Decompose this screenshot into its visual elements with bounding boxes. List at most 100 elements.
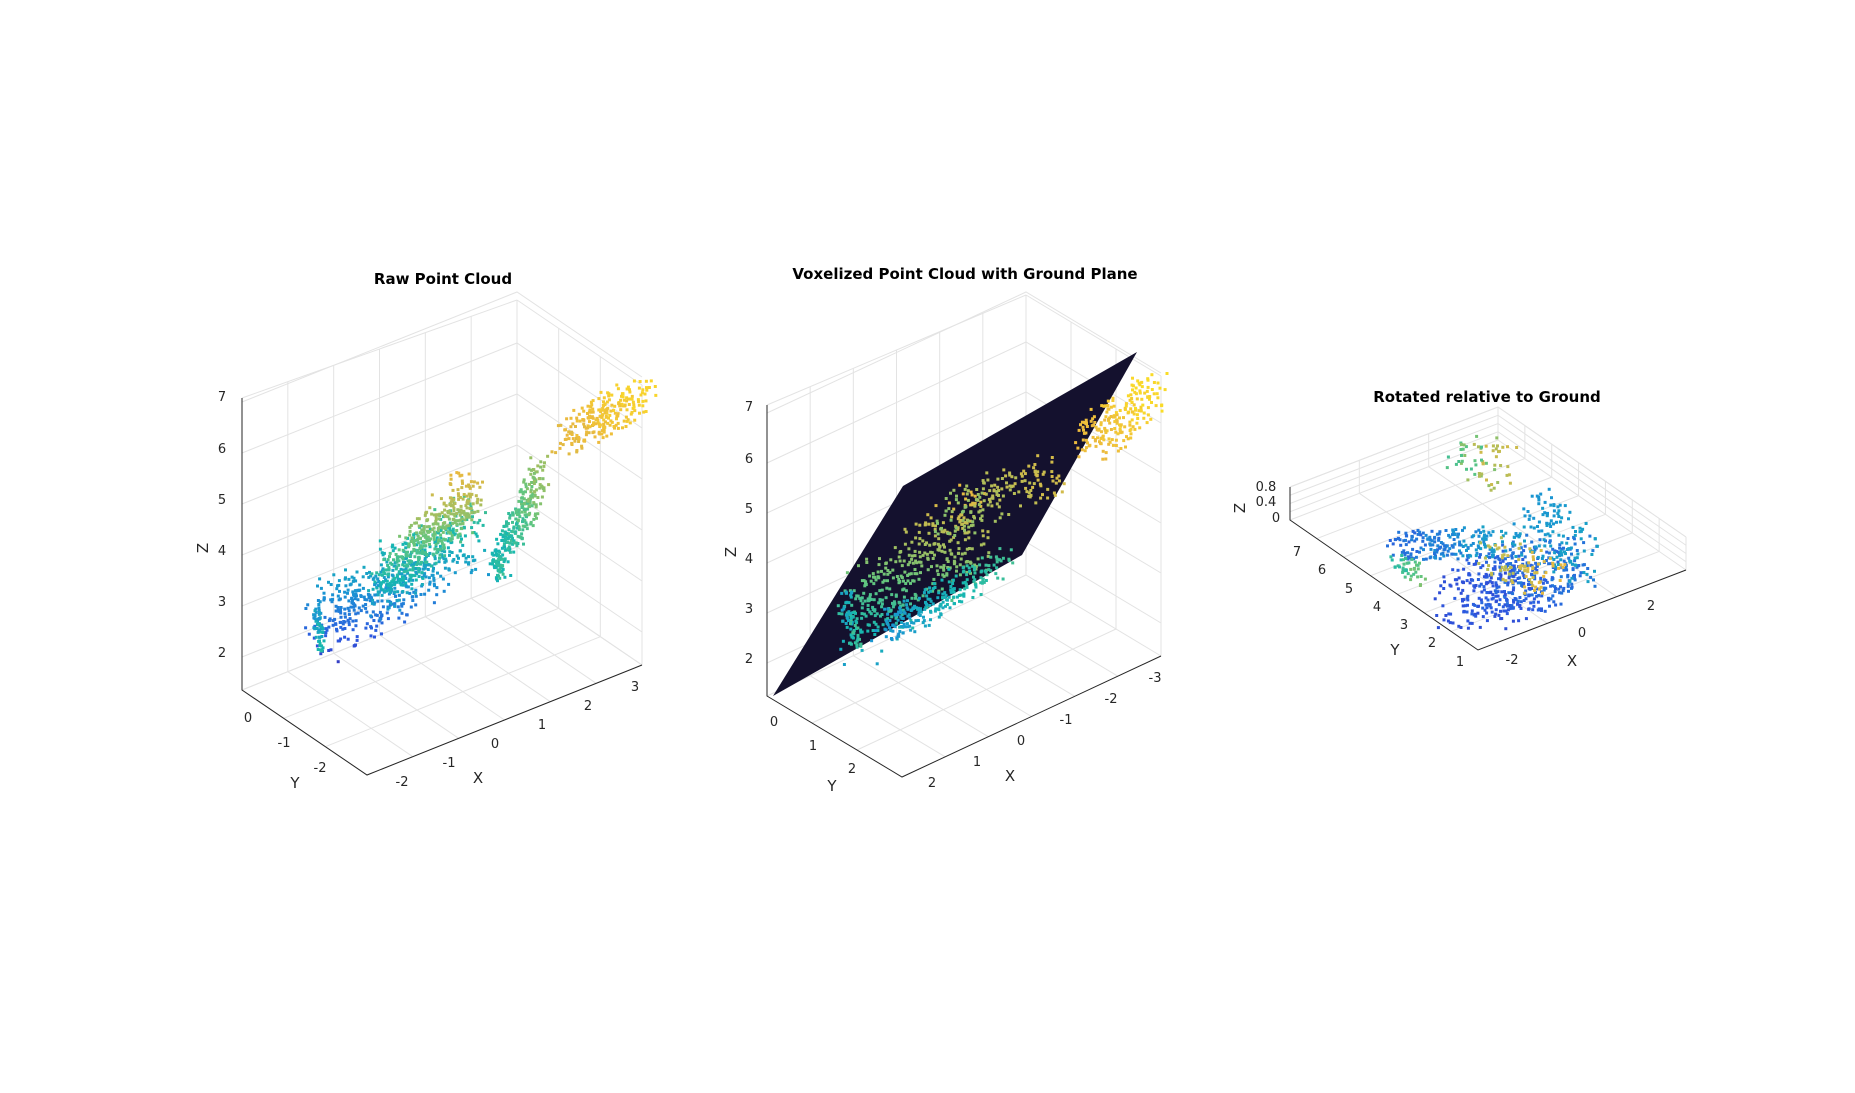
point: [439, 533, 443, 537]
point: [1524, 574, 1528, 578]
point: [964, 497, 968, 501]
point: [973, 501, 977, 505]
point: [622, 398, 626, 402]
point: [1532, 516, 1536, 520]
point: [1442, 554, 1446, 558]
point: [1080, 448, 1084, 452]
point: [499, 557, 503, 561]
point: [615, 383, 619, 387]
point: [1141, 403, 1145, 407]
point: [1481, 564, 1485, 568]
point: [997, 494, 1000, 497]
point: [425, 525, 429, 529]
point: [495, 577, 499, 581]
point: [413, 521, 417, 525]
point: [925, 541, 928, 545]
point: [1575, 556, 1579, 560]
point: [393, 590, 397, 594]
point: [1544, 559, 1548, 562]
grid-line: [1316, 458, 1526, 540]
point: [393, 586, 397, 590]
point: [519, 488, 523, 492]
point: [596, 418, 600, 422]
point: [493, 566, 497, 570]
point: [1136, 379, 1140, 383]
point: [1131, 376, 1134, 380]
point: [388, 603, 392, 607]
point: [1105, 410, 1109, 414]
point: [630, 410, 634, 414]
point: [1501, 543, 1505, 547]
point: [908, 560, 912, 564]
point: [1099, 442, 1103, 446]
point: [369, 614, 373, 618]
point: [632, 379, 636, 383]
point: [378, 610, 382, 614]
point: [880, 569, 883, 573]
point: [995, 557, 999, 561]
point: [1113, 427, 1117, 430]
point: [432, 601, 436, 605]
point: [453, 532, 457, 536]
point: [460, 519, 464, 523]
point: [1426, 537, 1430, 541]
point: [397, 548, 401, 552]
point: [1553, 549, 1557, 553]
point: [983, 492, 987, 496]
point: [447, 568, 451, 571]
point: [1129, 393, 1133, 397]
point: [571, 437, 575, 441]
point: [543, 461, 546, 465]
point: [1146, 385, 1150, 389]
point: [871, 605, 875, 609]
point: [356, 611, 360, 615]
point: [1050, 475, 1054, 478]
point: [1545, 524, 1549, 527]
point: [965, 484, 969, 488]
point: [900, 613, 904, 616]
point: [318, 644, 322, 648]
point: [858, 637, 861, 641]
point: [367, 589, 371, 593]
point: [1501, 445, 1505, 449]
point: [937, 548, 941, 552]
z-tick-label: 4: [218, 544, 226, 559]
point: [413, 561, 417, 565]
point: [1469, 543, 1473, 547]
point: [916, 598, 920, 602]
point: [1010, 485, 1014, 489]
point: [354, 594, 358, 597]
point: [1541, 513, 1545, 517]
point: [1578, 574, 1582, 578]
point: [460, 486, 464, 490]
point: [334, 609, 338, 613]
point: [855, 617, 859, 621]
point: [384, 578, 388, 582]
point: [324, 634, 328, 638]
point: [1593, 584, 1597, 588]
point: [1041, 493, 1044, 497]
point: [354, 624, 358, 628]
point: [1573, 576, 1576, 580]
point: [850, 603, 854, 607]
point: [1454, 552, 1458, 556]
point: [512, 525, 516, 529]
point: [575, 434, 579, 437]
point: [405, 591, 409, 595]
point: [1478, 584, 1482, 588]
point: [926, 568, 930, 572]
point: [915, 572, 919, 576]
point: [1489, 576, 1493, 580]
point: [946, 566, 950, 569]
point: [405, 554, 409, 558]
point: [470, 509, 474, 513]
point: [616, 412, 620, 416]
point: [1511, 552, 1515, 555]
point: [1522, 525, 1526, 529]
point: [386, 563, 390, 567]
point: [1484, 461, 1488, 465]
point: [433, 532, 437, 536]
point: [1456, 557, 1460, 561]
point: [884, 562, 888, 566]
point: [845, 625, 849, 629]
